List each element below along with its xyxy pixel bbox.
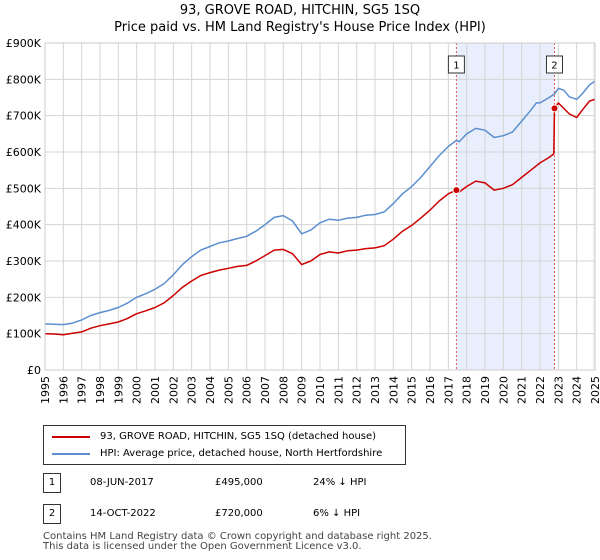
label-layer: 1 2 £0 £100K £200K £300K £400K £500K £600K £700K £… [6,37,600,404]
legend-swatch-property [52,436,90,438]
shade-layer [456,43,595,370]
x-tick-label: 2013 [369,376,382,404]
x-tick-label: 2025 [589,376,600,404]
x-tick-label: 1998 [94,376,107,404]
chart-title-line2: Price paid vs. HM Land Registry's House … [114,20,486,35]
sale-date: 08-JUN-2017 [90,477,154,488]
series-layer [44,80,596,336]
marker-line-layer [455,43,555,370]
x-tick-label: 1995 [39,376,52,404]
x-tick-label: 2019 [479,376,492,404]
y-tick-label: £300K [6,255,42,268]
x-tick-label: 2006 [241,376,254,404]
legend: 93, GROVE ROAD, HITCHIN, SG5 1SQ (detach… [43,425,406,465]
sale-marker-badge: 2 [43,504,61,524]
sale-marker-label: 2 [551,61,557,72]
sale-marker-box [447,55,465,74]
x-tick-label: 2024 [571,376,584,404]
sale-marker-label: 1 [453,61,459,72]
chart-title: 93, GROVE ROAD, HITCHIN, SG5 1SQ Price p… [0,2,600,36]
x-tick-label: 2023 [552,376,565,404]
sale-price: £720,000 [215,508,263,519]
y-tick-label: £700K [6,110,42,123]
x-tick-label: 2012 [351,376,364,404]
sale-hpi-diff: 24% ↓ HPI [313,477,367,488]
legend-label-hpi: HPI: Average price, detached house, Nort… [100,448,383,459]
x-tick-label: 2002 [167,376,180,404]
x-tick-label: 2009 [296,376,309,404]
footer-line2: This data is licensed under the Open Gov… [43,541,362,552]
x-tick-label: 2008 [277,376,290,404]
footer: Contains HM Land Registry data © Crown c… [43,532,432,552]
ownership-shade [456,43,555,370]
sale-hpi-diff: 6% ↓ HPI [313,508,361,519]
future-shade [593,43,595,370]
x-tick-label: 2014 [387,376,400,404]
x-tick-label: 2011 [332,376,345,404]
sale-marker-badge: 1 [43,473,61,493]
sale-point [452,186,461,195]
y-tick-label: £800K [6,73,42,86]
x-tick-label: 1996 [57,376,70,404]
y-tick-label: £0 [27,364,41,377]
x-tick-label: 2017 [442,376,455,404]
sale-point [550,104,559,113]
x-tick-label: 2020 [497,376,510,404]
x-tick-label: 2016 [424,376,437,404]
x-tick-label: 2018 [461,376,474,404]
plot-frame [44,42,596,371]
x-tick-label: 2001 [149,376,162,404]
x-tick-label: 2015 [406,376,419,404]
legend-label-property: 93, GROVE ROAD, HITCHIN, SG5 1SQ (detach… [100,431,377,442]
y-tick-label: £500K [6,182,42,195]
x-tick-label: 2022 [534,376,547,404]
sale-date: 14-OCT-2022 [90,508,156,519]
x-tick-label: 2000 [131,376,144,404]
chart-title-line1: 93, GROVE ROAD, HITCHIN, SG5 1SQ [179,3,421,18]
y-tick-label: £100K [6,328,42,341]
series-line-hpi [44,80,596,326]
x-tick-label: 2005 [222,376,235,404]
legend-swatch-hpi [52,453,90,455]
sale-price: £495,000 [215,477,263,488]
x-tick-label: 2003 [186,376,199,404]
sale-marker-box [545,55,563,74]
y-tick-label: £900K [6,37,42,50]
series-line-property [44,98,596,336]
x-tick-label: 2010 [314,376,327,404]
x-tick-label: 1997 [76,376,89,404]
x-tick-label: 2021 [516,376,529,404]
footer-line1: Contains HM Land Registry data © Crown c… [43,531,432,542]
x-tick-label: 2004 [204,376,217,404]
x-tick-label: 2007 [259,376,272,404]
y-tick-label: £600K [6,146,42,159]
y-tick-label: £400K [6,219,42,232]
axis-layer [44,42,596,371]
chart-area: 1 2 £0 £100K £200K £300K £400K £500K £600K £700K £… [6,37,600,404]
x-tick-label: 1999 [112,376,125,404]
y-tick-label: £200K [6,291,42,304]
